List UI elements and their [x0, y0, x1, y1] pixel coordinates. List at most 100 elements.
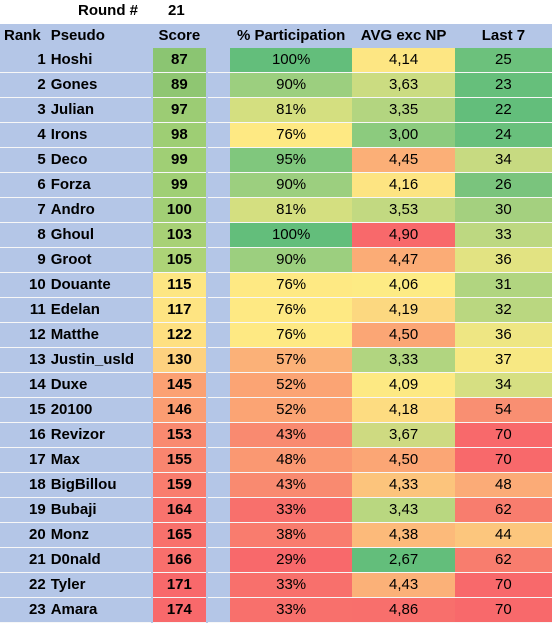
- score-cell[interactable]: 117: [151, 297, 208, 323]
- pseudo-cell[interactable]: Amara: [49, 597, 153, 623]
- score-cell[interactable]: 87: [151, 48, 208, 73]
- score-cell[interactable]: 89: [151, 72, 208, 98]
- pseudo-cell[interactable]: BigBillou: [49, 472, 153, 498]
- avg-cell[interactable]: 4,06: [352, 272, 455, 298]
- rank-cell[interactable]: 10: [0, 272, 50, 298]
- last7-cell[interactable]: 70: [454, 422, 552, 448]
- participation-cell[interactable]: 33%: [229, 597, 353, 623]
- participation-cell[interactable]: 29%: [229, 547, 353, 573]
- participation-cell[interactable]: 43%: [229, 422, 353, 448]
- participation-cell[interactable]: 76%: [229, 297, 353, 323]
- participation-cell[interactable]: 90%: [229, 172, 353, 198]
- participation-cell[interactable]: 81%: [229, 97, 353, 123]
- score-cell[interactable]: 164: [151, 497, 208, 523]
- last7-cell[interactable]: 54: [454, 397, 552, 423]
- pseudo-cell[interactable]: Edelan: [49, 297, 153, 323]
- last7-cell[interactable]: 44: [454, 522, 552, 548]
- rank-cell[interactable]: 6: [0, 172, 50, 198]
- participation-cell[interactable]: 48%: [229, 447, 353, 473]
- participation-cell[interactable]: 57%: [229, 347, 353, 373]
- rank-cell[interactable]: 16: [0, 422, 50, 448]
- rank-cell[interactable]: 12: [0, 322, 50, 348]
- score-cell[interactable]: 105: [151, 247, 208, 273]
- pseudo-cell[interactable]: Julian: [49, 97, 153, 123]
- score-cell[interactable]: 103: [151, 222, 208, 248]
- pseudo-cell[interactable]: Irons: [49, 122, 153, 148]
- last7-cell[interactable]: 22: [454, 97, 552, 123]
- avg-cell[interactable]: 3,53: [352, 197, 455, 223]
- avg-cell[interactable]: 4,47: [352, 247, 455, 273]
- avg-cell[interactable]: 3,67: [352, 422, 455, 448]
- last7-cell[interactable]: 70: [454, 447, 552, 473]
- last7-cell[interactable]: 31: [454, 272, 552, 298]
- last7-cell[interactable]: 24: [454, 122, 552, 148]
- avg-cell[interactable]: 4,50: [352, 322, 455, 348]
- participation-cell[interactable]: 100%: [229, 48, 353, 73]
- rank-cell[interactable]: 9: [0, 247, 50, 273]
- pseudo-cell[interactable]: Groot: [49, 247, 153, 273]
- avg-cell[interactable]: 2,67: [352, 547, 455, 573]
- pseudo-cell[interactable]: Tyler: [49, 572, 153, 598]
- pseudo-cell[interactable]: Matthe: [49, 322, 153, 348]
- pseudo-cell[interactable]: Justin_usld: [49, 347, 153, 373]
- avg-cell[interactable]: 3,35: [352, 97, 455, 123]
- header-avg[interactable]: AVG exc NP: [352, 24, 455, 48]
- avg-cell[interactable]: 4,09: [352, 372, 455, 398]
- pseudo-cell[interactable]: Ghoul: [49, 222, 153, 248]
- avg-cell[interactable]: 4,45: [352, 147, 455, 173]
- rank-cell[interactable]: 17: [0, 447, 50, 473]
- rank-cell[interactable]: 3: [0, 97, 50, 123]
- header-score[interactable]: Score: [152, 24, 207, 48]
- avg-cell[interactable]: 4,86: [352, 597, 455, 623]
- pseudo-cell[interactable]: Hoshi: [49, 48, 153, 73]
- score-cell[interactable]: 97: [151, 97, 208, 123]
- last7-cell[interactable]: 32: [454, 297, 552, 323]
- last7-cell[interactable]: 34: [454, 372, 552, 398]
- rank-cell[interactable]: 1: [0, 48, 50, 73]
- participation-cell[interactable]: 100%: [229, 222, 353, 248]
- participation-cell[interactable]: 33%: [229, 497, 353, 523]
- score-cell[interactable]: 99: [151, 172, 208, 198]
- header-participation[interactable]: % Participation: [229, 24, 353, 48]
- rank-cell[interactable]: 13: [0, 347, 50, 373]
- participation-cell[interactable]: 76%: [229, 122, 353, 148]
- rank-cell[interactable]: 8: [0, 222, 50, 248]
- participation-cell[interactable]: 52%: [229, 372, 353, 398]
- score-cell[interactable]: 99: [151, 147, 208, 173]
- avg-cell[interactable]: 4,90: [352, 222, 455, 248]
- rank-cell[interactable]: 18: [0, 472, 50, 498]
- pseudo-cell[interactable]: Revizor: [49, 422, 153, 448]
- avg-cell[interactable]: 4,19: [352, 297, 455, 323]
- last7-cell[interactable]: 30: [454, 197, 552, 223]
- participation-cell[interactable]: 52%: [229, 397, 353, 423]
- pseudo-cell[interactable]: Bubaji: [49, 497, 153, 523]
- rank-cell[interactable]: 14: [0, 372, 50, 398]
- avg-cell[interactable]: 4,50: [352, 447, 455, 473]
- rank-cell[interactable]: 11: [0, 297, 50, 323]
- pseudo-cell[interactable]: Forza: [49, 172, 153, 198]
- last7-cell[interactable]: 25: [454, 48, 552, 73]
- participation-cell[interactable]: 43%: [229, 472, 353, 498]
- rank-cell[interactable]: 20: [0, 522, 50, 548]
- pseudo-cell[interactable]: Gones: [49, 72, 153, 98]
- score-cell[interactable]: 155: [151, 447, 208, 473]
- participation-cell[interactable]: 76%: [229, 272, 353, 298]
- last7-cell[interactable]: 33: [454, 222, 552, 248]
- score-cell[interactable]: 153: [151, 422, 208, 448]
- avg-cell[interactable]: 3,43: [352, 497, 455, 523]
- rank-cell[interactable]: 2: [0, 72, 50, 98]
- score-cell[interactable]: 130: [151, 347, 208, 373]
- participation-cell[interactable]: 90%: [229, 72, 353, 98]
- rank-cell[interactable]: 7: [0, 197, 50, 223]
- last7-cell[interactable]: 48: [454, 472, 552, 498]
- score-cell[interactable]: 122: [151, 322, 208, 348]
- participation-cell[interactable]: 90%: [229, 247, 353, 273]
- pseudo-cell[interactable]: Monz: [49, 522, 153, 548]
- pseudo-cell[interactable]: Andro: [49, 197, 153, 223]
- avg-cell[interactable]: 4,18: [352, 397, 455, 423]
- score-cell[interactable]: 146: [151, 397, 208, 423]
- score-cell[interactable]: 166: [151, 547, 208, 573]
- header-rank[interactable]: Rank: [0, 24, 50, 48]
- participation-cell[interactable]: 38%: [229, 522, 353, 548]
- rank-cell[interactable]: 5: [0, 147, 50, 173]
